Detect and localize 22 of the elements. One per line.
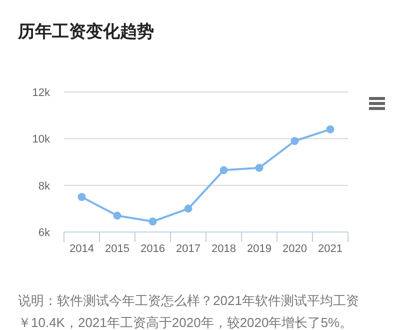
point: [113, 212, 122, 220]
point: [148, 218, 157, 226]
point: [220, 166, 228, 174]
x-tick-label: 2014: [70, 243, 94, 255]
x-tick-label: 2016: [140, 243, 165, 255]
y-tick-label: 6k: [38, 227, 50, 239]
x-tick-label: 2018: [212, 243, 236, 255]
x-tick-label: 2021: [318, 243, 342, 255]
point: [326, 125, 334, 134]
y-tick-label: 8k: [38, 180, 50, 192]
x-tick-label: 2017: [176, 243, 200, 255]
text: 说明：软件测试今年工资怎么样？2021年软件测试平均工资￥10.4K，2021年工资高于2020年，较2020年增长了5%。: [18, 292, 360, 330]
chart-title: 历年工资变化趋势: [18, 21, 154, 43]
point: [255, 164, 264, 172]
y-tick-label: 10k: [32, 134, 50, 146]
point: [290, 137, 299, 145]
x-tick-label: 2020: [282, 243, 307, 255]
y-tick-label: 12k: [32, 87, 50, 99]
point: [184, 204, 192, 213]
x-tick-label: 2019: [247, 243, 272, 255]
x-tick-label: 2015: [105, 243, 130, 255]
point: [78, 193, 86, 201]
